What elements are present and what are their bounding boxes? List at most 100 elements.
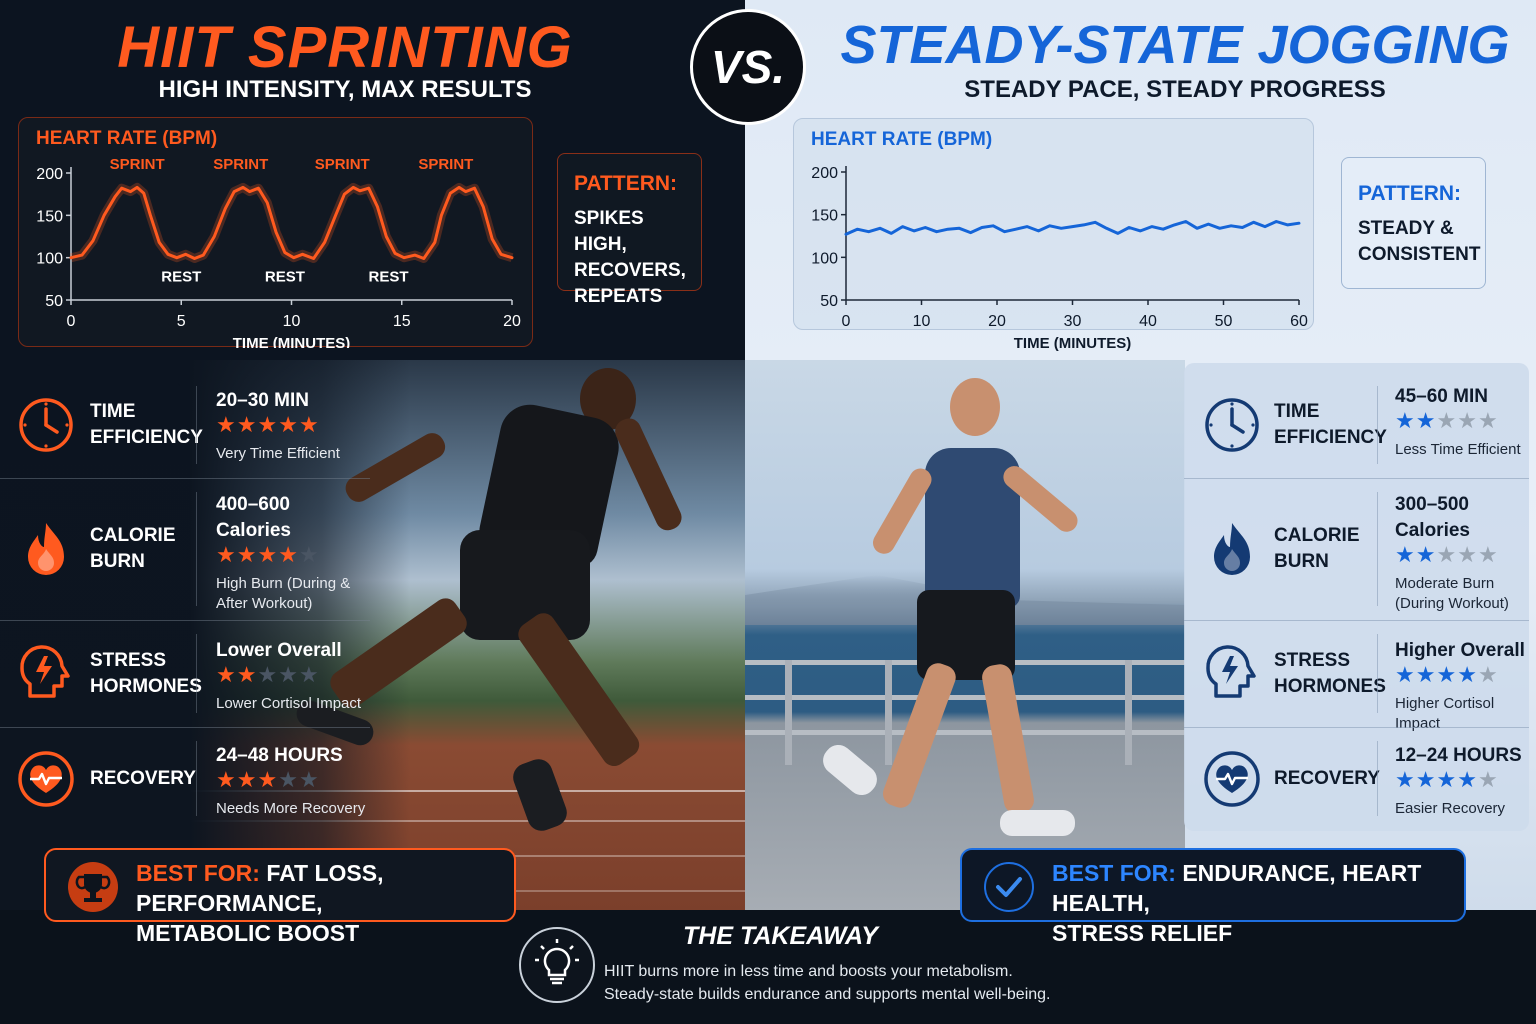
rating-stars: ★★★★★ <box>1395 408 1499 434</box>
y-tick-label: 150 <box>36 208 63 225</box>
metric-label: CALORIE <box>1274 525 1360 546</box>
clock-icon <box>1202 395 1262 455</box>
star-icon: ★ <box>278 662 299 687</box>
rating-stars: ★★★★★ <box>216 767 320 793</box>
x-axis-label: TIME (MINUTES) <box>1014 335 1132 352</box>
star-icon: ★ <box>1457 662 1478 687</box>
metric-label: BURN <box>90 551 145 572</box>
heart-pulse-icon <box>16 749 76 809</box>
sprint-annotation: SPRINT <box>315 156 370 173</box>
steady-metric-row: CALORIE BURN 300–500 Calories ★★★★★ Moderate … <box>1184 478 1529 620</box>
sprint-annotation: SPRINT <box>418 156 473 173</box>
star-icon: ★ <box>298 662 320 687</box>
rating-stars: ★★★★★ <box>216 412 320 438</box>
sprint-annotation: SPRINT <box>110 156 165 173</box>
x-tick-label: 0 <box>67 313 76 330</box>
hiit-heart-rate-chart: HEART RATE (BPM) 50 100 150 200 0 5 10 15 20 TIME… <box>18 117 533 348</box>
y-tick-label: 200 <box>811 165 838 182</box>
star-icon: ★ <box>1457 408 1478 433</box>
metric-label: RECOVERY <box>90 767 196 789</box>
metric-value: 24–48 HOURS <box>216 745 343 766</box>
x-tick-label: 10 <box>283 313 301 330</box>
lightbulb-icon <box>519 927 595 1003</box>
metric-value-unit: Calories <box>216 520 291 541</box>
head-bolt-icon <box>1202 644 1262 704</box>
metric-label: BURN <box>1274 551 1329 572</box>
star-icon: ★ <box>216 412 237 437</box>
hiit-pattern-line: SPIKES HIGH, <box>574 208 644 255</box>
rest-annotation: REST <box>265 268 305 285</box>
star-icon: ★ <box>216 662 237 687</box>
hiit-metric-row: CALORIE BURN 400–600 Calories ★★★★★ High Burn… <box>0 478 370 620</box>
steady-heart-rate-chart: HEART RATE (BPM) 50 100 150 200 0 10 20 30 40 50 6… <box>793 118 1314 352</box>
hiit-metric-row: RECOVERY 24–48 HOURS ★★★★★ Needs More Recov… <box>0 727 370 830</box>
star-icon: ★ <box>1395 662 1416 687</box>
row-divider <box>0 478 370 479</box>
hiit-pattern-line: RECOVERS, <box>574 260 686 281</box>
takeaway-title: THE TAKEAWAY <box>683 922 878 950</box>
steady-pattern-line: STEADY & <box>1358 218 1454 239</box>
trophy-icon <box>68 862 118 912</box>
metric-value: 20–30 MIN <box>216 390 309 411</box>
flame-icon <box>1202 519 1262 579</box>
hiit-title: HIIT SPRINTING <box>117 15 573 80</box>
hiit-chart-title: HEART RATE (BPM) <box>36 128 218 149</box>
heart-rate-line <box>69 185 514 260</box>
star-icon: ★ <box>236 542 258 567</box>
x-tick-label: 20 <box>503 313 521 330</box>
steady-metric-row: TIME EFFICIENCY 45–60 MIN ★★★★★ Less Time Ef… <box>1184 372 1529 478</box>
metric-note: Moderate Burn <box>1395 575 1495 592</box>
check-circle-icon <box>984 862 1034 912</box>
star-icon: ★ <box>1477 408 1499 433</box>
rating-stars: ★★★★★ <box>1395 662 1499 688</box>
metric-label: STRESS <box>1274 649 1351 671</box>
metric-label: CALORIE <box>90 525 176 546</box>
metric-note: Lower Cortisol Impact <box>216 695 362 712</box>
star-icon: ★ <box>1395 408 1416 433</box>
takeaway-background <box>0 910 1536 1024</box>
y-tick-label: 100 <box>811 250 838 267</box>
x-tick-label: 30 <box>1064 313 1082 330</box>
metric-label: EFFICIENCY <box>1274 427 1387 448</box>
rating-stars: ★★★★★ <box>1395 767 1499 793</box>
row-divider <box>1184 727 1529 728</box>
hiit-chart-svg: 50 100 150 200 0 5 10 15 20 TIME (MINUTES) SPRINT S… <box>36 156 521 348</box>
steady-metric-row: RECOVERY 12–24 HOURS ★★★★★ Easier Recovery <box>1184 727 1529 830</box>
star-icon: ★ <box>216 767 237 792</box>
takeaway-line: Steady-state builds endurance and suppor… <box>604 986 1051 1003</box>
star-icon: ★ <box>1436 408 1458 433</box>
metric-note: After Workout) <box>216 595 313 612</box>
star-icon: ★ <box>257 767 279 792</box>
star-icon: ★ <box>1436 662 1458 687</box>
star-icon: ★ <box>298 767 320 792</box>
takeaway-line: HIIT burns more in less time and boosts … <box>604 963 1013 980</box>
clock-icon <box>16 395 76 455</box>
star-icon: ★ <box>236 767 258 792</box>
metric-label: HORMONES <box>1274 675 1386 697</box>
head-bolt-icon <box>16 644 76 704</box>
x-tick-label: 10 <box>913 313 931 330</box>
series-glow <box>69 182 514 263</box>
x-tick-label: 20 <box>988 313 1006 330</box>
rating-stars: ★★★★★ <box>216 662 320 688</box>
star-icon: ★ <box>1415 767 1437 792</box>
metric-value: 400–600 <box>216 494 290 515</box>
metric-label: EFFICIENCY <box>90 427 203 448</box>
star-icon: ★ <box>1457 542 1478 567</box>
star-icon: ★ <box>1436 767 1458 792</box>
sprinter-photo <box>190 360 745 910</box>
row-divider <box>0 727 370 728</box>
star-icon: ★ <box>1436 542 1458 567</box>
hiit-best-for-line2: METABOLIC BOOST <box>136 920 360 946</box>
flame-icon <box>16 519 76 579</box>
rest-annotation: REST <box>161 268 201 285</box>
hiit-best-for-line1: FAT LOSS, PERFORMANCE, <box>136 860 384 916</box>
x-tick-label: 15 <box>393 313 411 330</box>
row-divider <box>1184 620 1529 621</box>
hiit-pattern-card: PATTERN: SPIKES HIGH, RECOVERS, REPEATS <box>557 153 702 307</box>
steady-chart-title: HEART RATE (BPM) <box>811 129 993 150</box>
vs-badge: VS. <box>690 9 806 125</box>
hiit-pattern-line: REPEATS <box>574 286 663 307</box>
steady-subtitle: STEADY PACE, STEADY PROGRESS <box>964 76 1386 103</box>
x-axis-label: TIME (MINUTES) <box>233 335 351 348</box>
